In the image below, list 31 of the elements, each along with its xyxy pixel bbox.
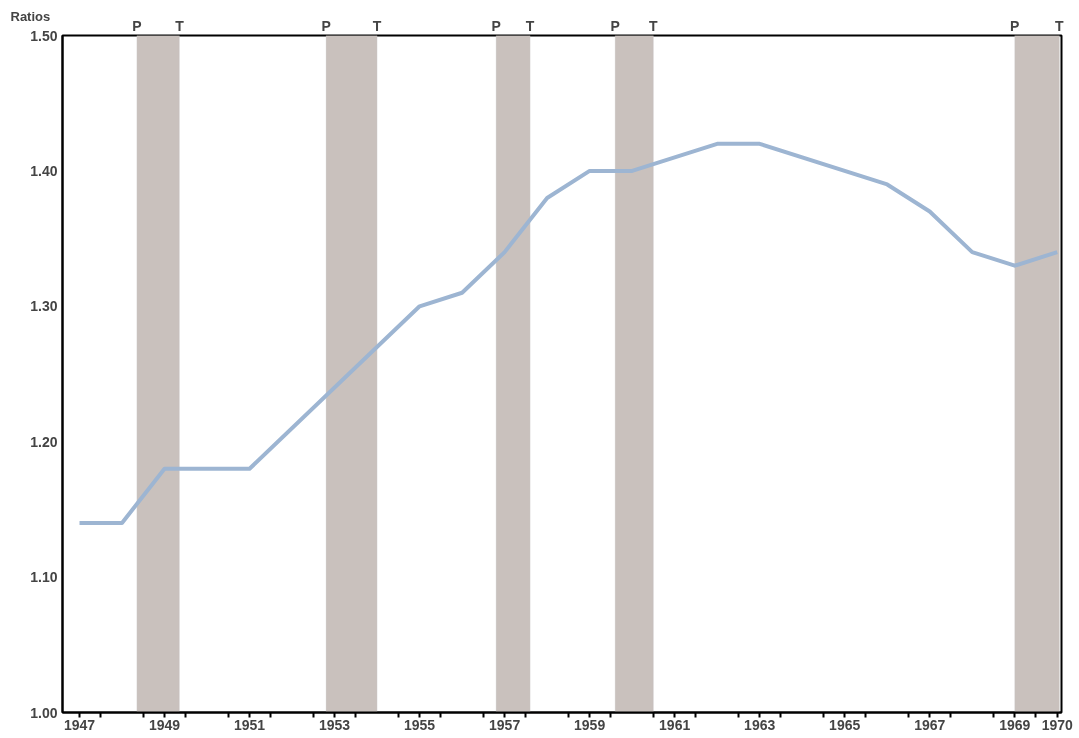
text: P: [610, 17, 620, 34]
y-tick-label: 1.30: [30, 298, 58, 315]
x-tick-label: 1961: [659, 716, 691, 733]
x-tick-label: 1963: [744, 716, 776, 733]
x-tick-label: 1947: [63, 716, 96, 733]
text: T: [175, 17, 185, 34]
y-tick-label: 1.10: [30, 569, 58, 586]
x-tick-label: 1970: [1041, 716, 1074, 733]
text: T: [525, 17, 535, 34]
y-tick-label: 1.00: [30, 704, 58, 721]
x-tick-label: 1953: [319, 716, 351, 733]
y-axis-title: Ratios: [10, 8, 51, 24]
line-series: [77, 141, 1060, 525]
y-tick-label: 1.40: [30, 162, 58, 179]
x-tick-label: 1965: [829, 716, 861, 733]
x-tick-label: 1969: [999, 716, 1031, 733]
x-tick-label: 1955: [404, 716, 436, 733]
text: P: [491, 17, 501, 34]
text: T: [649, 17, 659, 34]
x-tick-label: 1957: [489, 716, 521, 733]
x-tick-label: 1959: [574, 716, 606, 733]
x-tick-label: 1967: [914, 716, 946, 733]
y-tick-label: 1.50: [30, 27, 58, 44]
text: P: [321, 17, 331, 34]
text: P: [1010, 17, 1020, 34]
text: P: [132, 17, 142, 34]
text: T: [372, 17, 382, 34]
y-tick-label: 1.20: [30, 433, 58, 450]
x-tick-label: 1951: [233, 716, 266, 733]
x-tick-label: 1949: [148, 716, 181, 733]
text: T: [1055, 17, 1065, 34]
